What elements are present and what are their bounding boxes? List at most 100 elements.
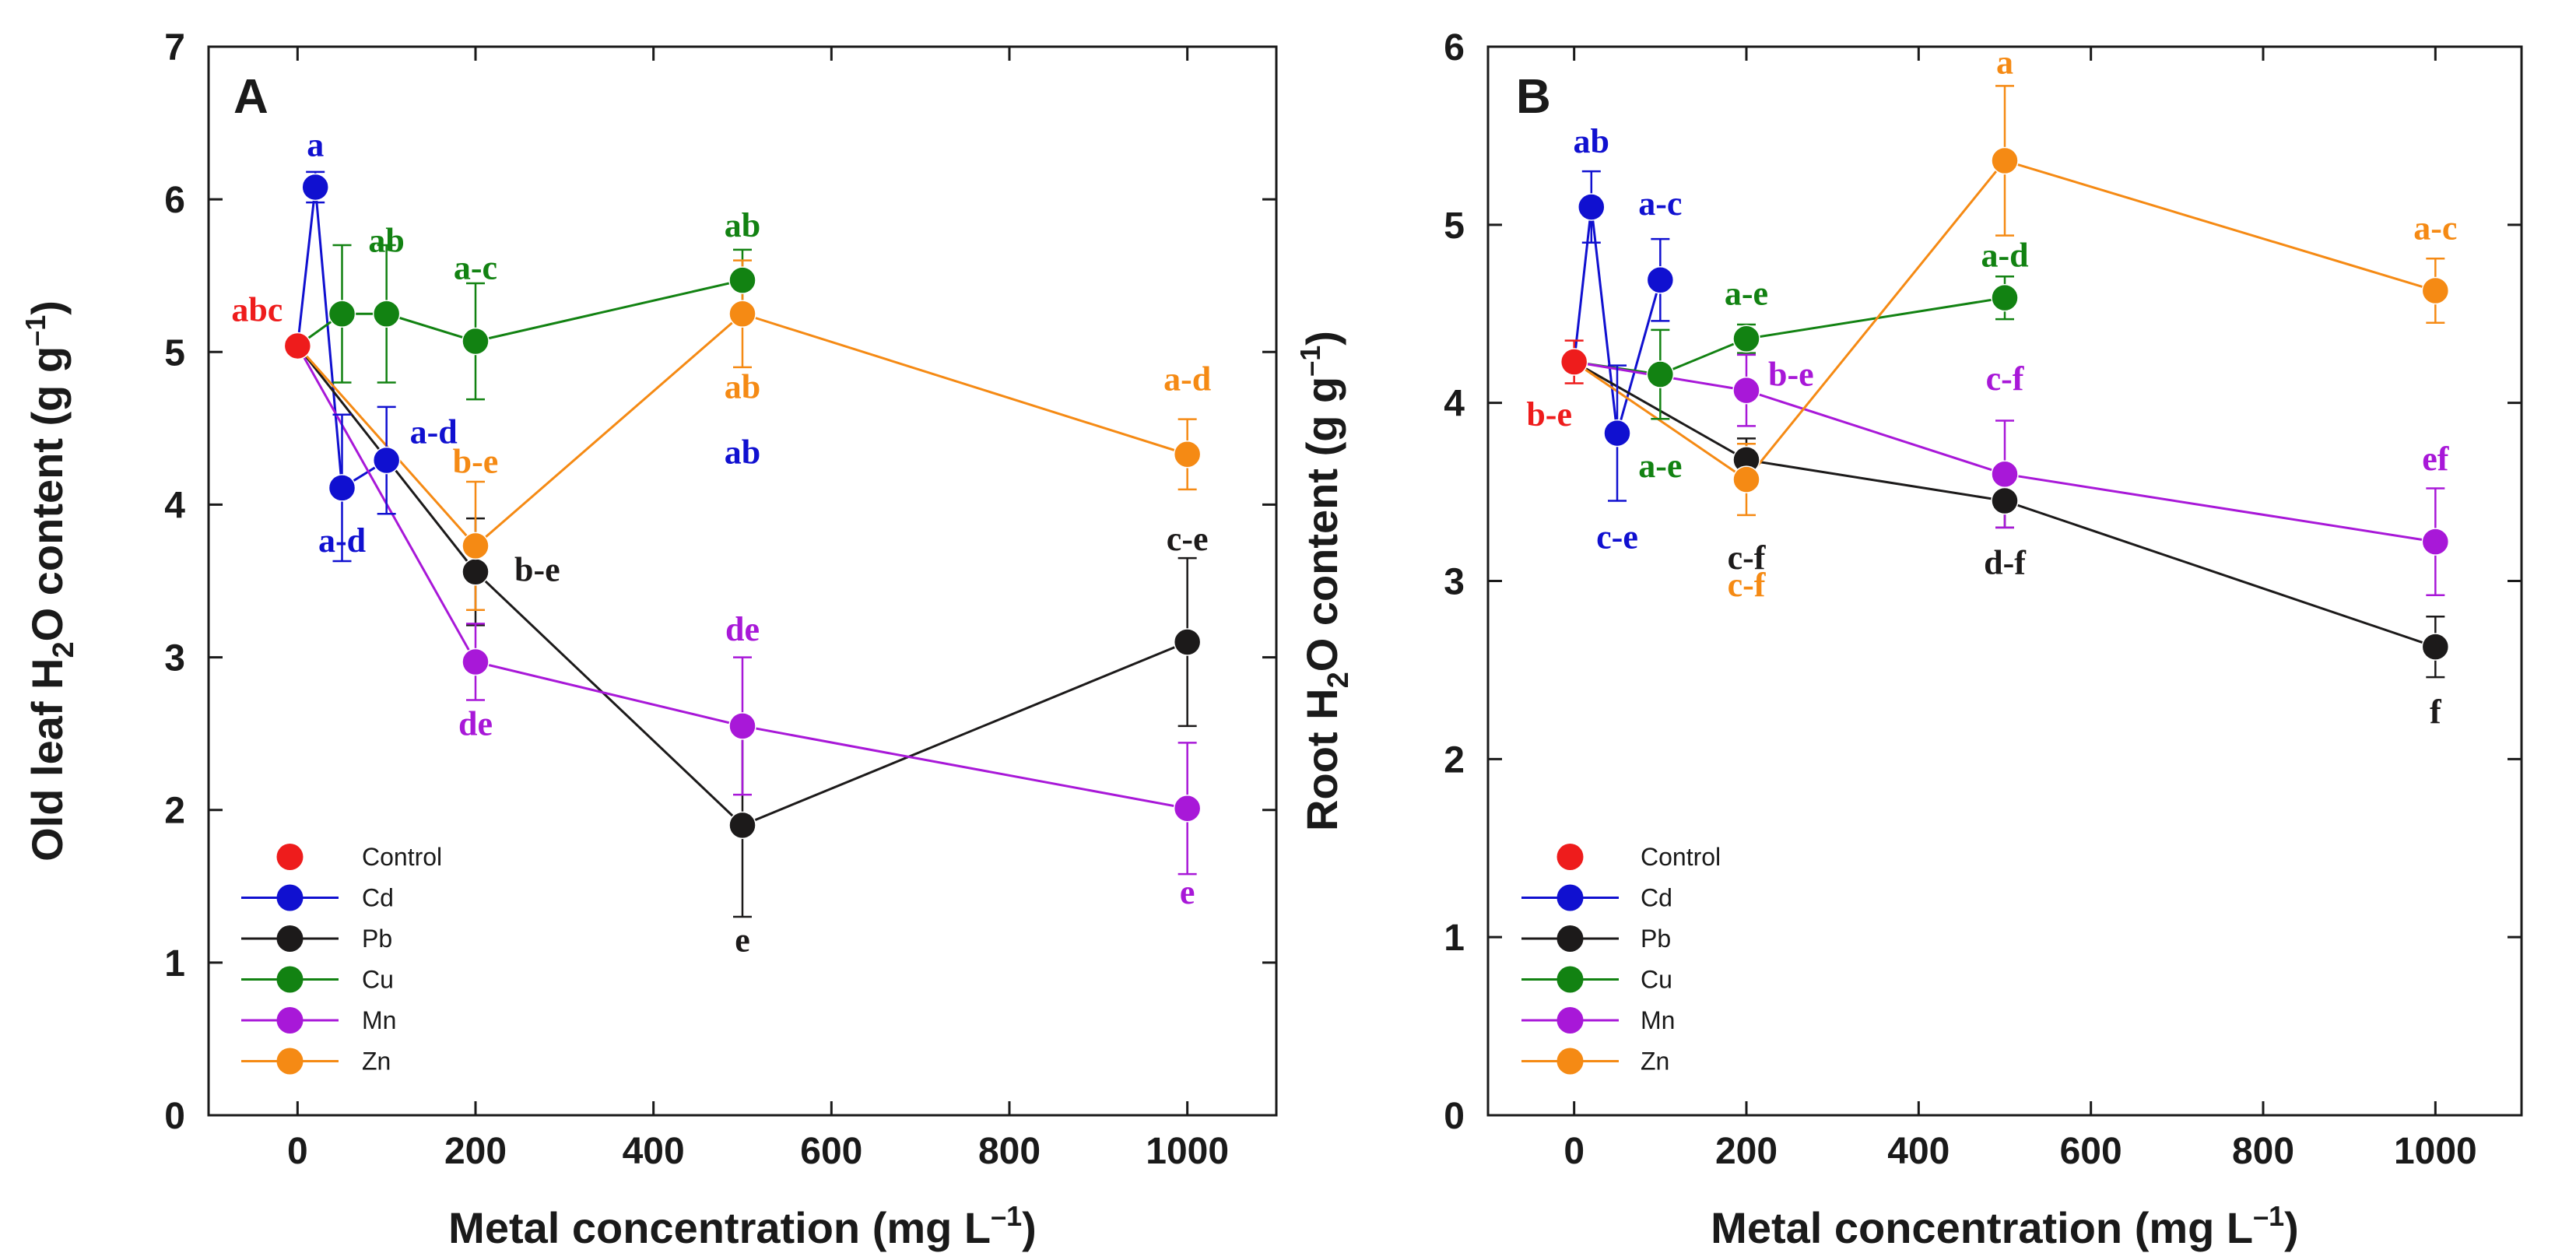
- x-axis-title: Metal concentration (mg L–1): [1711, 1200, 2299, 1252]
- significance-label-mn: e: [1180, 873, 1195, 911]
- x-axis-title-end: ): [1022, 1203, 1037, 1252]
- significance-label-cd: a-c: [1638, 184, 1682, 223]
- significance-label-cd: a-d: [410, 413, 458, 451]
- data-point-cd: [328, 474, 356, 502]
- data-point-cd: [301, 173, 329, 202]
- legend-marker-mn: [1556, 1007, 1584, 1034]
- significance-label-cd: a-d: [318, 521, 366, 560]
- x-tick-label: 800: [2232, 1131, 2294, 1172]
- significance-label-pb: d-f: [1984, 544, 2027, 582]
- y-axis-title-sub: 2: [1322, 672, 1355, 688]
- data-point-mn: [2421, 528, 2450, 556]
- x-tick-label: 0: [287, 1131, 308, 1172]
- legend-label-cd: Cd: [362, 884, 394, 912]
- significance-label-cu: a-c: [454, 249, 497, 287]
- series-line-cd: [1573, 206, 1662, 433]
- legend-label-zn: Zn: [362, 1048, 391, 1076]
- data-point-cd: [1646, 266, 1675, 294]
- panel-label: A: [233, 70, 268, 124]
- legend-label-zn: Zn: [1641, 1048, 1669, 1076]
- x-tick-label: 400: [1887, 1131, 1950, 1172]
- legend-marker-cd: [276, 884, 304, 911]
- legend-marker-pb: [1556, 925, 1584, 952]
- y-tick-label: 5: [164, 332, 185, 374]
- x-axis-title-main: Metal concentration (mg L: [1711, 1203, 2253, 1252]
- series-line-cu: [297, 279, 743, 347]
- legend: Control Cd Pb Cu Mn Zn: [1521, 843, 1721, 1076]
- data-point-mn: [1732, 376, 1760, 405]
- y-axis-title: Old leaf H2O content (g g–1): [19, 300, 80, 862]
- y-tick-label: 0: [164, 1096, 185, 1137]
- legend-marker-cu: [276, 966, 304, 993]
- significance-label-cu: ab: [368, 221, 404, 259]
- y-tick-label: 1: [164, 943, 185, 984]
- significance-label-control: b-e: [1526, 395, 1572, 433]
- data-point-zn: [1173, 440, 1202, 469]
- data-point-control: [283, 332, 312, 360]
- data-point-zn: [2421, 276, 2450, 305]
- data-point-cu: [328, 300, 356, 328]
- significance-label-mn: de: [458, 704, 493, 742]
- x-tick-label: 600: [2060, 1131, 2122, 1172]
- y-tick-label: 5: [1444, 205, 1465, 247]
- significance-label-pb: c-e: [1167, 520, 1209, 558]
- significance-label-pb: c-f: [1728, 539, 1767, 577]
- significance-label-zn: a: [1996, 43, 2013, 81]
- data-point-zn: [462, 532, 490, 560]
- x-tick-label: 0: [1563, 1131, 1585, 1172]
- data-point-cu: [728, 266, 756, 294]
- x-axis-title-main: Metal concentration (mg L: [448, 1203, 991, 1252]
- data-point-cu: [1646, 360, 1675, 388]
- y-tick-label: 2: [164, 791, 185, 832]
- panel-label: B: [1516, 70, 1551, 124]
- y-tick-label: 3: [1444, 562, 1465, 603]
- legend-label-pb: Pb: [1641, 925, 1671, 953]
- legend-marker-cd: [1556, 884, 1584, 911]
- legend-marker-control: [1556, 844, 1584, 870]
- legend-marker-mn: [276, 1007, 304, 1034]
- legend-marker-cu: [1556, 966, 1584, 993]
- y-tick-label: 3: [164, 638, 185, 679]
- y-tick-label: 4: [164, 485, 185, 526]
- panel-b: 0 200 400 600 800 1000 0 1 2 3 4 5 6 Metal concentrat…: [1294, 27, 2523, 1252]
- data-point-cu: [1732, 325, 1760, 353]
- legend: Control Cd Pb Cu Mn Zn: [241, 843, 442, 1076]
- significance-label-zn: c-f: [1728, 566, 1767, 604]
- data-point-cd: [372, 446, 401, 475]
- legend-label-mn: Mn: [1641, 1006, 1675, 1034]
- y-tick-label: 6: [164, 180, 185, 221]
- y-axis-title-end: ): [1297, 331, 1346, 346]
- significance-label-zn: ab: [725, 367, 760, 405]
- y-tick-label: 6: [1444, 27, 1465, 68]
- significance-label-mn: ef: [2422, 440, 2450, 478]
- significance-label-cu: a-d: [1981, 237, 2028, 275]
- significance-label-pb: f: [2430, 693, 2442, 731]
- legend-marker-control: [276, 844, 304, 870]
- y-axis-title-part: Root H: [1297, 688, 1346, 831]
- significance-label-zn: a-c: [2413, 209, 2457, 247]
- data-point-mn: [1173, 795, 1202, 823]
- data-point-zn: [1991, 146, 2019, 175]
- significance-label-cd: c-e: [1596, 518, 1638, 556]
- x-axis-title-sup: –1: [991, 1200, 1022, 1232]
- significance-label-cu: a-e: [1638, 447, 1682, 485]
- significance-label-pb: e: [735, 921, 750, 959]
- significance-label-mn: c-f: [1986, 360, 2025, 398]
- x-axis-title-sup: –1: [2253, 1200, 2284, 1232]
- series-line-cd: [296, 187, 388, 490]
- plot-frame: [207, 45, 1278, 1117]
- y-axis-title-part: O content (g g: [1297, 377, 1346, 672]
- data-point-zn: [1732, 465, 1760, 493]
- y-axis-title-part: O content (g g: [23, 346, 72, 642]
- legend-label-cu: Cu: [1641, 966, 1672, 994]
- y-tick-label: 0: [1444, 1096, 1465, 1137]
- data-point-pb: [728, 811, 756, 840]
- legend-label-pb: Pb: [362, 925, 392, 953]
- legend-marker-zn: [1556, 1048, 1584, 1075]
- data-point-pb: [2421, 633, 2450, 661]
- data-point-cd: [1578, 193, 1606, 221]
- y-tick-label: 1: [1444, 918, 1465, 959]
- significance-label-extra: ab: [725, 433, 760, 471]
- legend-label-control: Control: [1641, 843, 1721, 871]
